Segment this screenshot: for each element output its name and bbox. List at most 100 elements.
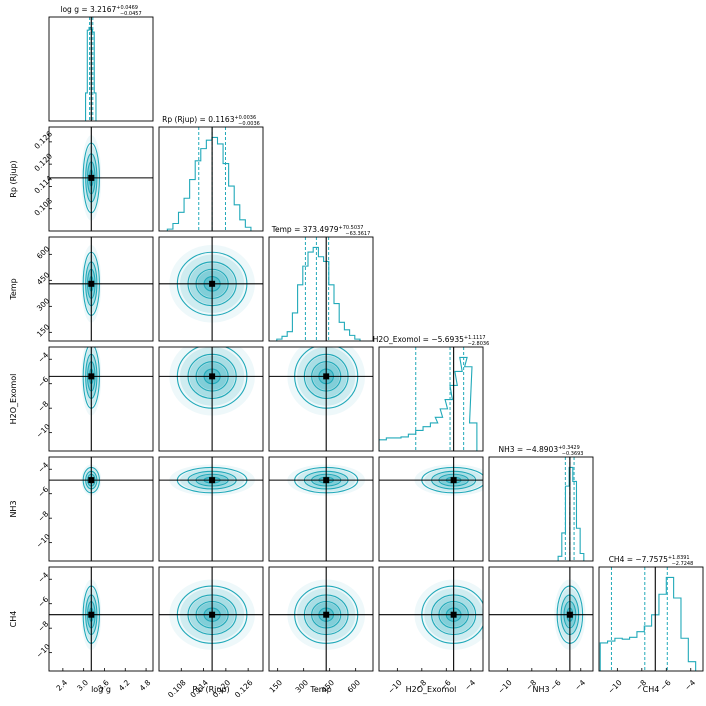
histogram-nh3 — [557, 466, 585, 561]
diag-panel-logg: log g = 3.2167+0.0469 −0.0457 — [48, 5, 154, 122]
panel-title-h2o: H2O_Exomol = −5.6935+1.1117 −2.8036 — [373, 335, 490, 347]
y-tick-label: −8 — [36, 399, 50, 413]
x-axis-label-ch4: CH4 — [643, 685, 660, 694]
panel-title-nh3: NH3 = −4.8903+0.3429 −0.3693 — [499, 445, 584, 457]
y-tick-label: 0.114 — [32, 174, 54, 196]
panel-h2o-vs-temp — [268, 346, 374, 452]
panel-nh3-vs-h2o — [378, 456, 484, 562]
panel-frame — [48, 126, 154, 232]
y-tick-label: −4 — [36, 350, 50, 364]
x-tick-label: −10 — [606, 678, 624, 696]
panel-ch4-vs-temp: 150 300 450 600 — [268, 566, 374, 695]
y-tick-label: −8 — [36, 619, 50, 633]
truth-marker — [209, 280, 216, 287]
panel-title-logg: log g = 3.2167+0.0469 −0.0457 — [60, 5, 141, 17]
panel-nh3-vs-logg: −10 −8 −6 −4 — [34, 456, 154, 562]
truth-marker — [88, 280, 95, 287]
y-tick-label: −6 — [36, 485, 50, 499]
diag-panel-ch4: CH4 = −7.7575+1.8391 −2.7248−10 −8 −6 −4 — [598, 555, 704, 696]
panel-frame — [158, 566, 264, 672]
panel-frame — [48, 236, 154, 342]
panel-frame — [378, 456, 484, 562]
diag-panel-h2o: H2O_Exomol = −5.6935+1.1117 −2.8036 — [373, 335, 490, 452]
panel-title-ch4: CH4 = −7.7575+1.8391 −2.7248 — [609, 555, 694, 567]
y-tick-label: 0.108 — [32, 196, 54, 218]
panel-frame — [268, 456, 374, 562]
panel-frame — [158, 126, 264, 232]
panel-frame — [378, 346, 484, 452]
truth-marker — [566, 611, 573, 618]
histogram-h2o — [379, 356, 478, 451]
diag-panel-temp: Temp = 373.4979+70.5037 −63.3617 — [268, 225, 374, 342]
panel-h2o-vs-logg: −10 −8 −6 −4 — [34, 346, 154, 452]
diag-panel-rp: Rp (Rjup) = 0.1163+0.0036 −0.0036 — [158, 115, 264, 232]
panel-nh3-vs-temp — [268, 456, 374, 562]
panel-temp-vs-rp — [158, 236, 264, 342]
x-tick-label: −6 — [658, 678, 672, 692]
truth-marker — [88, 611, 95, 618]
truth-marker — [323, 477, 330, 484]
x-tick-label: 3.0 — [75, 678, 90, 693]
panel-frame — [48, 456, 154, 562]
y-axis-label-ch4: CH4 — [9, 611, 18, 628]
x-tick-label: 2.4 — [54, 678, 69, 693]
x-axis-label-logg: log g — [91, 685, 111, 694]
x-tick-label: −6 — [548, 678, 562, 692]
y-axis-label-temp: Temp — [9, 278, 18, 300]
panel-ch4-vs-h2o: −10 −8 −6 −4 — [378, 566, 484, 696]
diag-panel-nh3: NH3 = −4.8903+0.3429 −0.3693 — [488, 445, 594, 562]
panel-frame — [268, 236, 374, 342]
x-axis-label-nh3: NH3 — [532, 685, 549, 694]
panel-frame — [598, 566, 704, 672]
truth-marker — [450, 477, 457, 484]
x-tick-label: 0.108 — [166, 678, 188, 700]
truth-marker — [450, 611, 457, 618]
histogram-temp — [276, 246, 361, 341]
y-axis-label-rp: Rp (Rjup) — [9, 160, 18, 197]
x-axis-label-h2o: H2O_Exomol — [406, 685, 457, 694]
y-axis-label-nh3: NH3 — [9, 500, 18, 517]
panel-ch4-vs-nh3: −10 −8 −6 −4 — [488, 566, 594, 696]
panel-ch4-vs-rp: 0.108 0.114 0.120 0.126 — [158, 566, 264, 700]
y-tick-label: −8 — [36, 509, 50, 523]
y-tick-label: −10 — [34, 642, 52, 660]
y-tick-label: 0.126 — [32, 129, 54, 151]
truth-marker — [88, 174, 95, 181]
x-tick-label: −4 — [463, 678, 477, 692]
panel-frame — [48, 346, 154, 452]
truth-marker — [209, 611, 216, 618]
y-axis-label-h2o: H2O_Exomol — [9, 374, 18, 425]
x-tick-label: 150 — [268, 678, 285, 695]
y-tick-label: 0.120 — [32, 151, 54, 173]
x-tick-label: 0.126 — [233, 678, 255, 700]
y-tick-label: −10 — [34, 532, 52, 550]
panel-frame — [158, 456, 264, 562]
x-tick-label: 4.8 — [138, 678, 153, 693]
x-tick-label: 4.2 — [117, 678, 132, 693]
truth-marker — [323, 373, 330, 380]
panel-h2o-vs-rp — [158, 346, 264, 452]
x-axis-label-rp: Rp (Rjup) — [192, 685, 229, 694]
panel-title-rp: Rp (Rjup) = 0.1163+0.0036 −0.0036 — [162, 115, 260, 127]
truth-marker — [209, 477, 216, 484]
truth-marker — [88, 373, 95, 380]
truth-marker — [209, 373, 216, 380]
panel-frame — [158, 346, 264, 452]
panel-nh3-vs-rp — [158, 456, 264, 562]
panel-frame — [158, 236, 264, 342]
x-tick-label: 300 — [294, 678, 311, 695]
panel-frame — [488, 566, 594, 672]
panel-frame — [48, 566, 154, 672]
x-tick-label: −10 — [386, 678, 404, 696]
x-tick-label: −10 — [496, 678, 514, 696]
panel-frame — [378, 566, 484, 672]
y-tick-label: −4 — [36, 460, 50, 474]
y-tick-label: −10 — [34, 422, 52, 440]
panel-frame — [488, 456, 594, 562]
x-tick-label: −4 — [683, 678, 697, 692]
panel-frame — [268, 566, 374, 672]
x-axis-label-temp: Temp — [309, 685, 331, 694]
